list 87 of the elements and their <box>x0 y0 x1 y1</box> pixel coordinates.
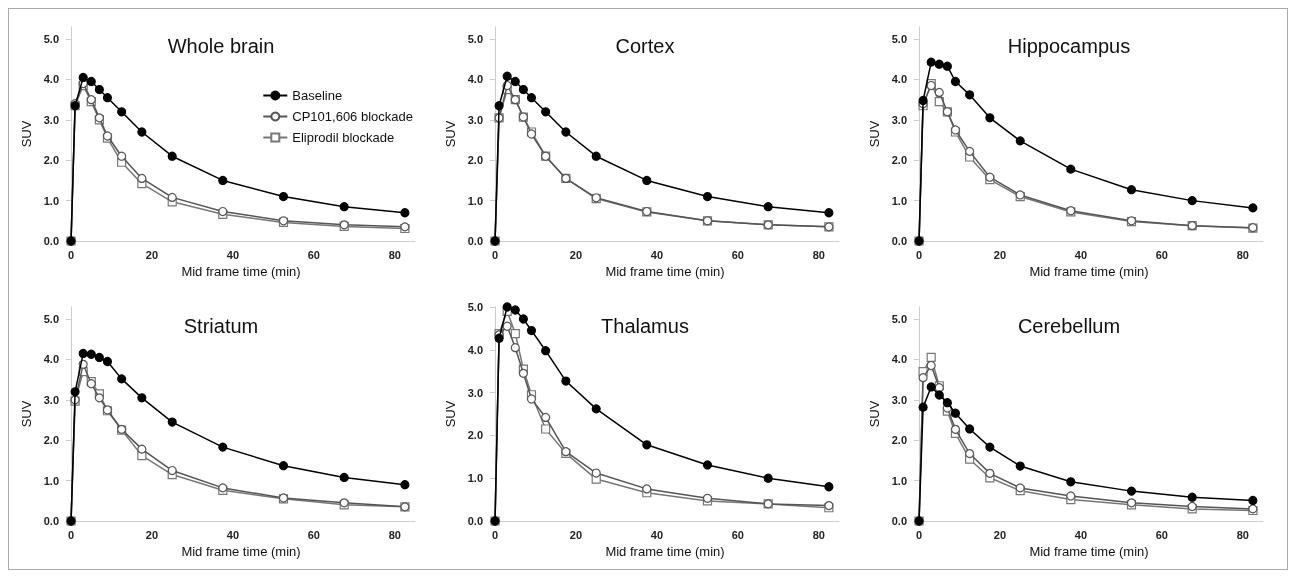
y-tick-label: 0.0 <box>43 515 59 527</box>
chart-title: Striatum <box>183 315 259 337</box>
y-tick-label: 0.0 <box>43 235 59 247</box>
x-axis-title: Mid frame time (min) <box>1029 544 1149 559</box>
x-tick-label: 20 <box>145 248 159 261</box>
y-tick-label: 2.0 <box>891 434 907 447</box>
y-tick-label: 0.0 <box>891 235 907 247</box>
x-tick-label: 60 <box>307 528 320 541</box>
y-tick-label: 4.0 <box>891 73 907 86</box>
x-tick-label: 0 <box>915 528 923 541</box>
y-tick-label: 1.0 <box>891 194 907 207</box>
y-tick-label: 1.0 <box>891 474 907 487</box>
x-tick-label: 40 <box>650 248 664 261</box>
x-tick-label: 0 <box>67 248 75 261</box>
x-axis-title: Mid frame time (min) <box>181 264 301 279</box>
x-tick-label: 40 <box>1074 248 1088 261</box>
chart-title: Whole brain <box>167 35 275 57</box>
x-tick-label: 40 <box>226 528 240 541</box>
y-tick-label: 2.0 <box>43 154 59 167</box>
x-tick-label: 20 <box>993 248 1007 261</box>
x-tick-label: 0 <box>915 248 923 261</box>
x-axis-title: Mid frame time (min) <box>181 544 301 559</box>
chart-title: Thalamus <box>601 315 689 337</box>
y-tick-label: 5.0 <box>467 301 483 313</box>
y-tick-label: 2.0 <box>891 154 907 167</box>
y-tick-label: 3.0 <box>43 393 59 406</box>
y-tick-label: 5.0 <box>43 313 59 326</box>
chart-title: Cerebellum <box>1017 315 1121 337</box>
x-tick-label: 80 <box>388 248 401 261</box>
y-tick-label: 4.0 <box>43 353 59 366</box>
y-tick-label: 3.0 <box>43 113 59 126</box>
y-tick-label: 2.0 <box>467 154 483 167</box>
x-tick-label: 60 <box>1155 528 1168 541</box>
y-tick-label: 0.0 <box>467 235 483 247</box>
chart-title: Hippocampus <box>1007 35 1131 57</box>
y-tick-label: 5.0 <box>467 33 483 46</box>
x-tick-label: 80 <box>1236 528 1249 541</box>
x-tick-label: 80 <box>1236 248 1249 261</box>
y-tick-label: 3.0 <box>891 393 907 406</box>
x-tick-label: 80 <box>812 248 825 261</box>
y-tick-label: 0.0 <box>891 515 907 527</box>
y-tick-label: 5.0 <box>43 33 59 46</box>
x-tick-label: 20 <box>145 528 159 541</box>
chart-title: Cortex <box>615 35 675 57</box>
x-tick-label: 0 <box>491 248 499 261</box>
y-tick-label: 2.0 <box>43 434 59 447</box>
y-tick-label: 0.0 <box>467 515 483 527</box>
x-tick-label: 60 <box>307 248 320 261</box>
y-tick-label: 1.0 <box>467 472 483 485</box>
y-axis-title: SUV <box>442 120 458 148</box>
y-axis-title: SUV <box>18 120 34 148</box>
y-tick-label: 5.0 <box>891 313 907 326</box>
x-tick-label: 40 <box>1074 528 1088 541</box>
legend-label: CP101,606 blockade <box>292 109 413 124</box>
legend-label: Baseline <box>292 88 343 103</box>
x-tick-label: 20 <box>993 528 1007 541</box>
y-tick-label: 1.0 <box>43 194 59 207</box>
y-tick-label: 3.0 <box>891 113 907 126</box>
y-tick-label: 3.0 <box>467 113 483 126</box>
x-tick-label: 20 <box>569 248 583 261</box>
y-axis-title: SUV <box>18 400 34 428</box>
x-tick-label: 20 <box>569 528 583 541</box>
x-axis-title: Mid frame time (min) <box>1029 264 1149 279</box>
y-tick-label: 4.0 <box>467 343 483 356</box>
x-tick-label: 40 <box>650 528 664 541</box>
x-tick-label: 60 <box>731 248 744 261</box>
x-tick-label: 80 <box>388 528 401 541</box>
y-tick-label: 4.0 <box>43 73 59 86</box>
y-axis-title: SUV <box>866 120 882 148</box>
x-axis-title: Mid frame time (min) <box>605 544 725 559</box>
legend-label: Eliprodil blockade <box>292 130 395 145</box>
x-tick-label: 60 <box>731 528 744 541</box>
y-axis-title: SUV <box>866 400 882 428</box>
y-axis-title: SUV <box>442 400 458 428</box>
x-axis-title: Mid frame time (min) <box>605 264 725 279</box>
y-tick-label: 1.0 <box>43 474 59 487</box>
y-tick-label: 4.0 <box>467 73 483 86</box>
y-tick-label: 1.0 <box>467 194 483 207</box>
x-tick-label: 0 <box>67 528 75 541</box>
y-tick-label: 4.0 <box>891 353 907 366</box>
x-tick-label: 0 <box>491 528 499 541</box>
y-tick-label: 3.0 <box>467 386 483 399</box>
x-tick-label: 80 <box>812 528 825 541</box>
x-tick-label: 60 <box>1155 248 1168 261</box>
y-tick-label: 5.0 <box>891 33 907 46</box>
y-tick-label: 2.0 <box>467 429 483 442</box>
x-tick-label: 40 <box>226 248 240 261</box>
